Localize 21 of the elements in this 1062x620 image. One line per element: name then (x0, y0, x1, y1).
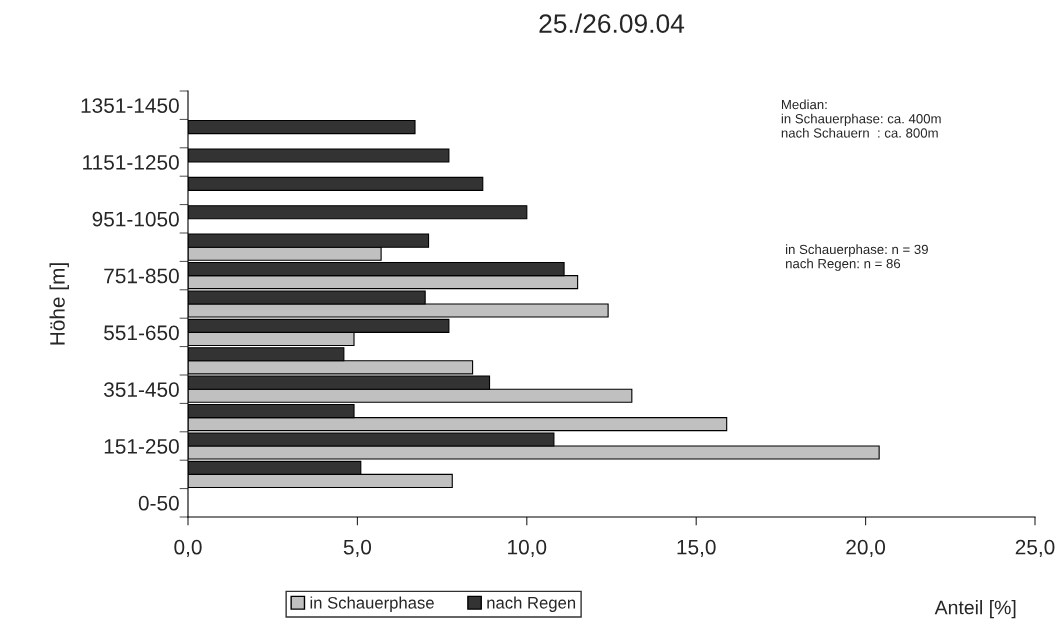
x-tick-label: 0,0 (174, 539, 202, 557)
x-tick-label: 25,0 (1015, 539, 1055, 557)
chart-title: 25./26.09.04 (539, 13, 685, 33)
y-tick-label: 0-50 (138, 495, 179, 511)
annotation: in Schauerphase: n = 39 nach Regen: n = 86 (786, 244, 928, 271)
x-tick-label: 10,0 (508, 539, 547, 557)
x-axis-title: Anteil [%] (934, 600, 1016, 619)
y-tick-label: 1151-1250 (83, 155, 179, 170)
x-tick-label: 15,0 (677, 539, 716, 557)
y-axis-title: Höhe [m] (49, 263, 69, 345)
y-tick-label: 351-450 (104, 382, 179, 397)
annotation: Median: in Schauerphase: ca. 400m nach Schauern : ca. 800m (781, 99, 941, 138)
y-tick-label: 951-1050 (92, 211, 179, 227)
y-tick-label: 1351-1450 (81, 98, 179, 113)
legend-label: nach Regen (487, 596, 576, 612)
y-tick-label: 151-250 (104, 439, 179, 454)
x-tick-label: 20,0 (846, 539, 886, 557)
legend-label: in Schauerphase (310, 596, 434, 612)
x-tick-label: 5,0 (343, 539, 372, 557)
y-tick-label: 751-850 (104, 268, 179, 284)
y-tick-label: 551-650 (104, 325, 179, 341)
